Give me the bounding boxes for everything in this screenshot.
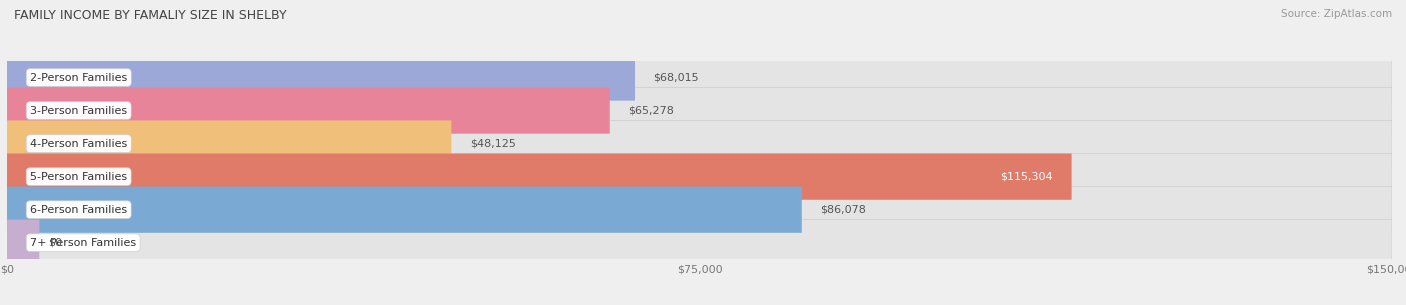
Text: Source: ZipAtlas.com: Source: ZipAtlas.com [1281,9,1392,19]
Text: $48,125: $48,125 [470,138,516,149]
Text: $68,015: $68,015 [654,73,699,83]
Text: $0: $0 [49,238,63,248]
FancyBboxPatch shape [7,153,1071,200]
Text: 3-Person Families: 3-Person Families [30,106,127,116]
FancyBboxPatch shape [7,88,1392,134]
FancyBboxPatch shape [7,54,1392,101]
Text: $65,278: $65,278 [628,106,673,116]
FancyBboxPatch shape [7,220,1392,266]
FancyBboxPatch shape [7,187,1392,233]
Text: $86,078: $86,078 [820,205,866,215]
FancyBboxPatch shape [7,153,1392,200]
Text: 5-Person Families: 5-Person Families [30,172,127,182]
FancyBboxPatch shape [7,187,801,233]
Text: FAMILY INCOME BY FAMALIY SIZE IN SHELBY: FAMILY INCOME BY FAMALIY SIZE IN SHELBY [14,9,287,22]
FancyBboxPatch shape [7,220,39,266]
Text: $115,304: $115,304 [1001,172,1053,182]
FancyBboxPatch shape [7,54,636,101]
Text: 4-Person Families: 4-Person Families [30,138,128,149]
Text: 6-Person Families: 6-Person Families [30,205,127,215]
Text: 7+ Person Families: 7+ Person Families [30,238,136,248]
Text: 2-Person Families: 2-Person Families [30,73,128,83]
FancyBboxPatch shape [7,120,451,167]
FancyBboxPatch shape [7,120,1392,167]
FancyBboxPatch shape [7,88,610,134]
